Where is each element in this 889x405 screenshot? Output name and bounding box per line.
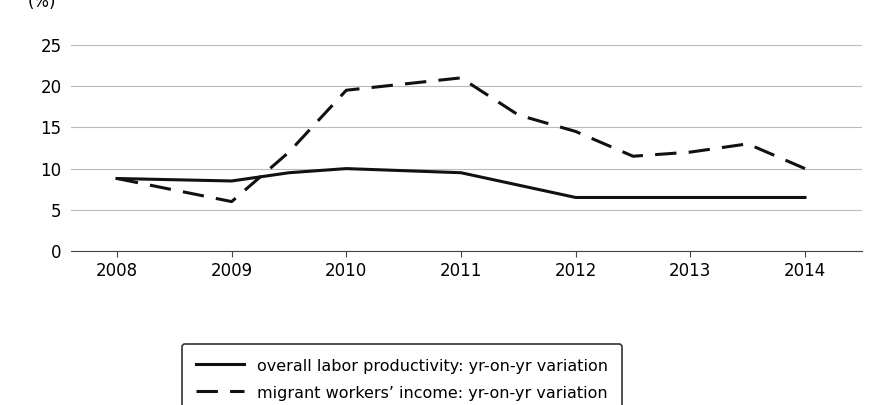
Legend: overall labor productivity: yr-on-yr variation, migrant workers’ income: yr-on-y: overall labor productivity: yr-on-yr var… bbox=[182, 344, 622, 405]
Text: (%): (%) bbox=[28, 0, 56, 11]
